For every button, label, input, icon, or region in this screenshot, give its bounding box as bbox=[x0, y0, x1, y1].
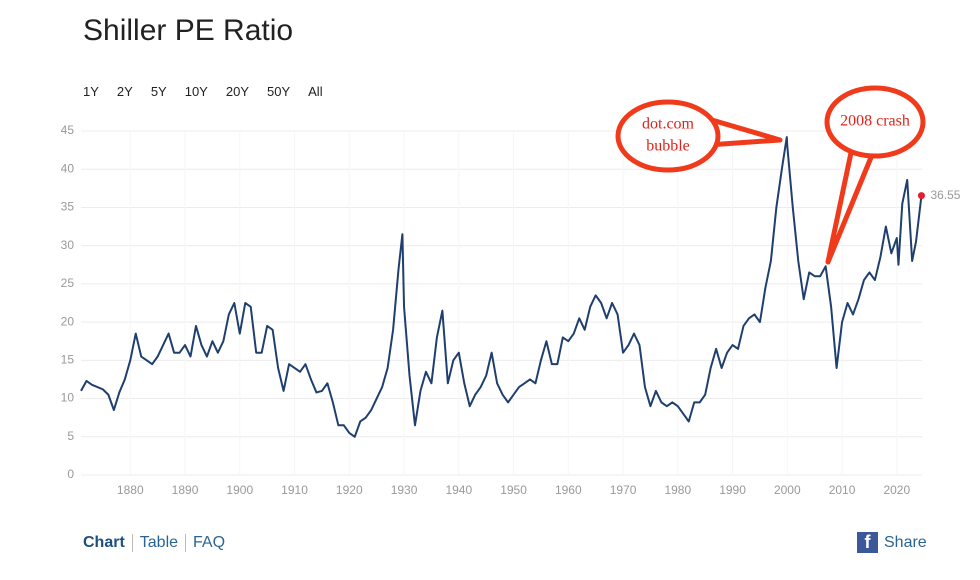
last-value-label: 36.55 bbox=[930, 188, 960, 202]
tab[interactable]: Chart bbox=[83, 534, 125, 551]
y-tick-label: 0 bbox=[67, 467, 74, 481]
x-tick-label: 2020 bbox=[883, 483, 910, 497]
y-tick-label: 5 bbox=[67, 429, 74, 443]
y-tick-label: 10 bbox=[61, 391, 75, 405]
callout-text: 2008 crash bbox=[840, 113, 910, 130]
chart-title: Shiller PE Ratio bbox=[83, 14, 294, 47]
callout-bubble bbox=[824, 85, 926, 159]
callout: dot.com bubble bbox=[615, 99, 783, 173]
x-tick-label: 1950 bbox=[500, 483, 527, 497]
callout-text: dot.com bbox=[642, 116, 695, 133]
y-tick-label: 30 bbox=[61, 238, 75, 252]
x-tick-label: 1890 bbox=[172, 483, 199, 497]
tabs: Chart Table FAQ bbox=[83, 534, 232, 552]
y-tick-label: 20 bbox=[61, 314, 75, 328]
y-tick-label: 25 bbox=[61, 276, 75, 290]
range-button[interactable]: All bbox=[308, 84, 323, 99]
x-tick-label: 2000 bbox=[774, 483, 801, 497]
y-tick-label: 15 bbox=[61, 353, 75, 367]
range-button[interactable]: 50Y bbox=[267, 84, 291, 99]
tab[interactable]: FAQ bbox=[185, 534, 232, 552]
range-button[interactable]: 2Y bbox=[116, 84, 133, 99]
x-tick-label: 1980 bbox=[664, 483, 691, 497]
callout: 2008 crash bbox=[824, 85, 926, 265]
range-button[interactable]: 1Y bbox=[83, 84, 99, 99]
range-button[interactable]: 5Y bbox=[150, 84, 167, 99]
x-tick-label: 1940 bbox=[445, 483, 472, 497]
callout-tail bbox=[825, 145, 875, 265]
x-tick-label: 1920 bbox=[336, 483, 363, 497]
y-tick-label: 35 bbox=[61, 200, 75, 214]
x-tick-label: 1880 bbox=[117, 483, 144, 497]
range-button[interactable]: 10Y bbox=[184, 84, 208, 99]
last-point bbox=[917, 192, 925, 200]
x-tick-label: 1990 bbox=[719, 483, 746, 497]
x-tick-label: 1910 bbox=[281, 483, 308, 497]
x-tick-label: 1960 bbox=[555, 483, 582, 497]
x-tick-label: 1930 bbox=[391, 483, 418, 497]
x-tick-label: 2010 bbox=[829, 483, 856, 497]
facebook-icon: f bbox=[857, 532, 878, 553]
y-tick-label: 45 bbox=[61, 123, 75, 137]
x-tick-label: 1970 bbox=[610, 483, 637, 497]
range-button[interactable]: 20Y bbox=[225, 84, 249, 99]
y-tick-label: 40 bbox=[61, 161, 75, 175]
share-label: Share bbox=[884, 533, 927, 551]
share-button[interactable]: f Share bbox=[857, 532, 927, 553]
chart: 0 5 10 15 20 25 30 35 40 45 1880 1890 1900 1910 1920 19… bbox=[61, 85, 961, 497]
callout-bubble bbox=[615, 99, 721, 173]
x-tick-label: 1900 bbox=[226, 483, 253, 497]
line-series bbox=[80, 136, 923, 438]
callout-text: bubble bbox=[646, 138, 690, 155]
tab[interactable]: Table bbox=[131, 534, 185, 552]
range-selector: 1Y 2Y 5Y 10Y 20Y 50Y All bbox=[83, 84, 323, 99]
